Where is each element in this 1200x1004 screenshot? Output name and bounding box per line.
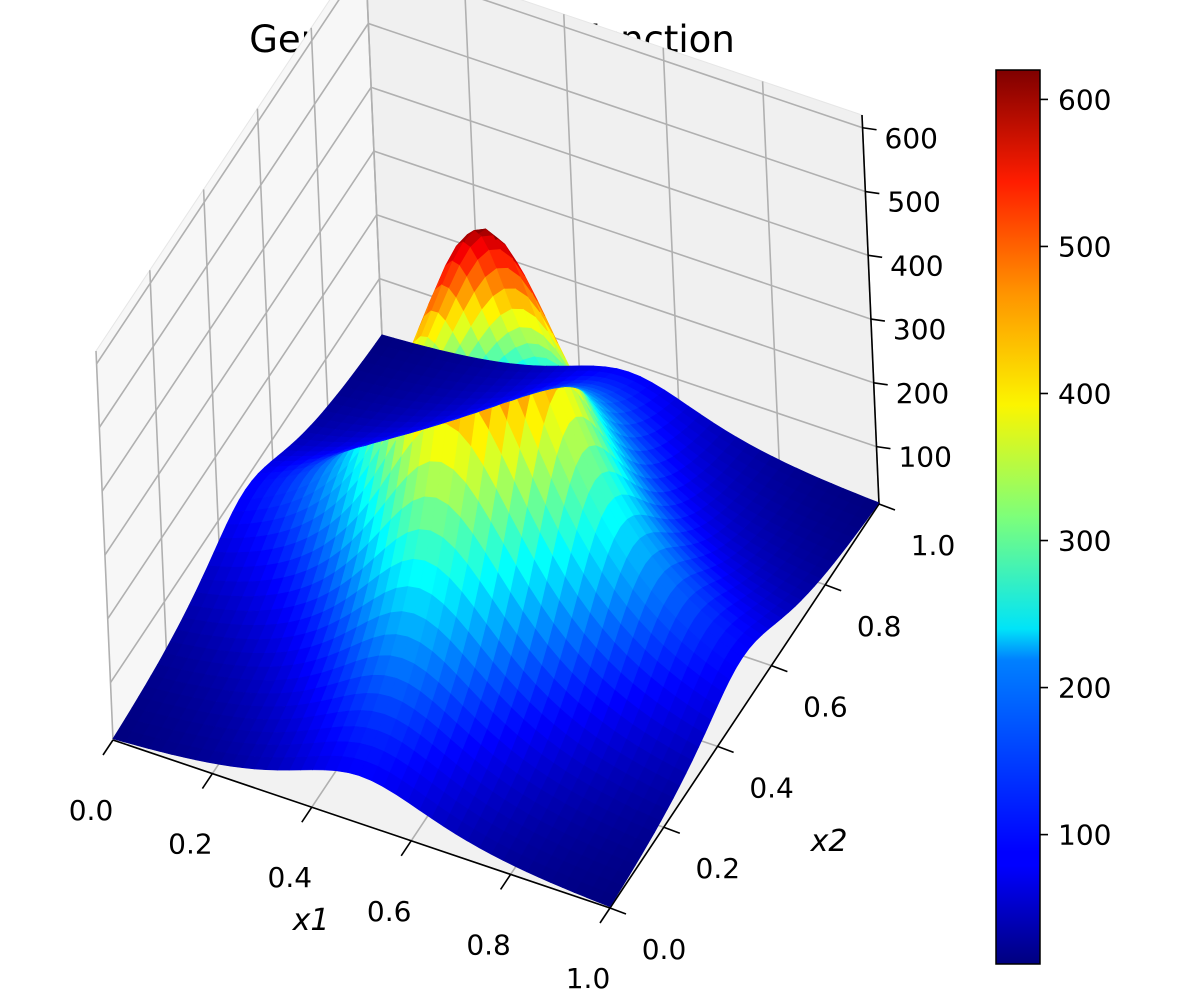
grid-line-z [104,150,872,556]
x1-tick [102,739,114,756]
colorbar-tick-label: 200 [1058,672,1111,705]
grid-line-z [101,86,869,492]
colorbar-tick-label: 500 [1058,230,1111,263]
x2-tick [609,907,627,915]
z-tick-label: 200 [896,377,949,410]
colorbar-tick-label: 300 [1058,525,1111,558]
z-tick [862,126,877,131]
z-tick [870,318,886,322]
x2-tick-label: 0.8 [857,610,902,643]
z-tick [868,254,883,259]
z-axis-line [861,114,880,505]
z-tick-label: 100 [898,441,951,474]
x2-tick [824,584,842,592]
x1-tick-label: 0.6 [367,895,412,928]
x1-tick-label: 1.0 [566,962,611,995]
grid-line-z [107,213,874,620]
x1-tick [201,773,214,790]
colorbar-ticks: 100 200 300 400 500 600 [1040,83,1111,852]
x2-tick [771,664,788,673]
x1-axis-line [112,739,611,909]
axis-lines [112,114,880,909]
z-tick [876,445,891,450]
x2-tick-label: 0.4 [749,771,794,804]
z-tick-label: 500 [887,186,940,219]
colorbar: 100 200 300 400 500 600 [995,69,1111,965]
grid-line-z [98,22,866,428]
colorbar-tick-label: 400 [1058,377,1111,410]
x1-tick-label: 0.2 [168,828,213,861]
x-axis-label: x1 [292,903,330,938]
x2-tick-label: 0.2 [696,852,741,885]
surface-plot [112,228,880,908]
x1-tick [400,840,412,857]
z-tick [865,190,880,195]
colorbar-tick-label: 100 [1058,819,1111,852]
x2-tick [717,745,734,754]
x1-tick [499,873,512,890]
colorbar-scale [995,69,1041,965]
x2-tick-label: 1.0 [911,529,956,562]
surface-patch [112,728,132,743]
x2-tick-label: 0.0 [642,933,687,966]
y-axis-label: x2 [810,824,848,859]
tick-marks: 0.0 0.2 0.4 0.6 0.8 1.0 0.0 0.2 0.4 0.6 0.8 1.0 100 2… [69,122,956,995]
colorbar-tick-label: 600 [1058,83,1111,116]
z-tick-label: 300 [893,313,946,346]
x2-tick-label: 0.6 [803,691,848,724]
x1-tick [599,907,611,924]
z-tick-label: 600 [885,122,938,155]
z-tick-label: 400 [890,249,943,282]
x2-axis-line [609,503,880,909]
x1-tick [301,806,313,823]
x1-tick-label: 0.8 [466,928,511,961]
grid-line-z [109,277,877,684]
z-tick [873,382,888,386]
x1-tick-label: 0.0 [69,794,114,827]
x2-tick [663,826,681,834]
x2-tick [878,503,896,511]
x1-tick-label: 0.4 [268,861,313,894]
grid-line-z [95,0,863,365]
